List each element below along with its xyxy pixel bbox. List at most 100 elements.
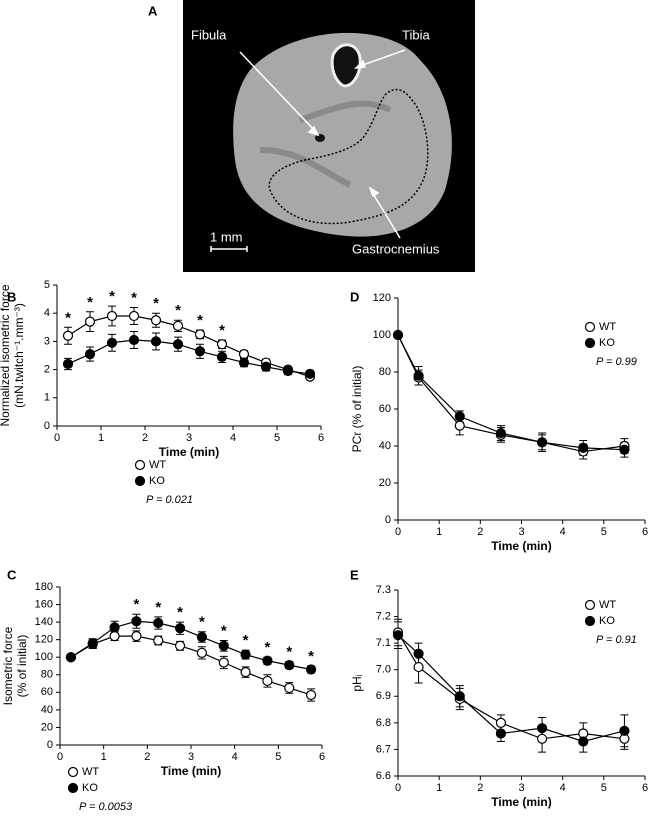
data-point (106, 310, 118, 322)
x-tick-label: 6 (319, 751, 325, 763)
x-tick-label: 0 (395, 526, 401, 538)
data-point (413, 370, 424, 381)
data-point (131, 616, 142, 627)
p-value: P = 0.021 (146, 494, 193, 506)
data-point (262, 655, 273, 666)
data-point (174, 640, 186, 651)
data-point (413, 661, 424, 673)
muscle-texture (259, 100, 392, 188)
arrows (239, 49, 406, 239)
y-tick-label: 2 (44, 364, 50, 376)
data-point (536, 733, 548, 744)
data-point (128, 310, 140, 322)
y-tick-label: 120 (35, 634, 53, 646)
scale-bar-label: 1 mm (210, 229, 243, 244)
y-tick-label: 1 (44, 392, 50, 404)
x-tick-label: 0 (54, 432, 60, 444)
mri-label: Tibia (402, 27, 430, 42)
y-tick-label: 100 (373, 329, 391, 341)
legend-label: WT (599, 321, 616, 333)
panel-label: B (7, 289, 16, 304)
significance-star: * (155, 599, 161, 616)
significance-star: * (221, 623, 227, 640)
data-point (218, 657, 229, 668)
y-tick-label: 80 (379, 366, 391, 378)
legend-label: WT (149, 459, 166, 471)
y-tick-label: 3 (44, 335, 50, 347)
data-point (172, 320, 184, 331)
panel-label: C (7, 567, 17, 582)
significance-star: * (264, 639, 270, 656)
legend-label: WT (82, 766, 99, 778)
series-line (397, 334, 625, 453)
legend-label: WT (599, 599, 616, 611)
data-point (216, 351, 228, 363)
significance-star: * (87, 294, 93, 311)
data-point (305, 689, 317, 701)
data-point (150, 336, 162, 347)
significance-star: * (286, 644, 292, 661)
data-point (218, 640, 229, 651)
y-tick-label: 20 (41, 721, 53, 733)
x-tick-label: 5 (601, 526, 607, 538)
data-point (282, 365, 294, 377)
y-tick-label: 180 (35, 581, 53, 593)
legend-marker (67, 766, 79, 778)
x-tick-label: 3 (518, 782, 524, 794)
y-axis-label: (mN.twitch⁻¹.mm⁻³) (12, 303, 26, 408)
data-point (84, 316, 96, 327)
significance-star: * (131, 290, 137, 307)
chart-panel: D 0 20 40 60 80 100 120 0 1 2 3 4 5 6 Time (min) PCr (% … (350, 289, 648, 553)
data-point (196, 631, 208, 643)
data-point (578, 736, 589, 747)
x-axis-label: Time (min) (491, 795, 551, 809)
data-point (304, 368, 316, 379)
scale-bar (210, 246, 248, 252)
y-axis-label: (% of initial) (15, 635, 29, 698)
y-tick-label: 0 (385, 514, 391, 526)
data-point (454, 411, 465, 422)
y-axis-label: Isometric force (1, 626, 15, 705)
data-point (392, 630, 404, 641)
data-point (84, 348, 96, 360)
y-tick-label: 6.8 (376, 717, 391, 729)
chart-panel: E 6.6 6.7 6.8 6.9 7.0 7.1 7.2 7.3 0 1 2 3 4 5 6 Time (mi… (350, 567, 648, 809)
series-line (70, 620, 312, 671)
y-tick-label: 7.3 (376, 584, 391, 596)
significance-star: * (197, 312, 203, 329)
mri-label: Fibula (191, 27, 227, 42)
significance-star: * (177, 604, 183, 621)
y-tick-label: 120 (373, 292, 391, 304)
data-point (454, 691, 465, 702)
legend-label: KO (599, 615, 615, 627)
data-point (65, 652, 77, 663)
data-point (196, 647, 208, 658)
chart-panel: C 0 20 40 60 80 100 120 140 160 180 0 1 2 3 4 5 6 Time (mi… (1, 567, 325, 812)
y-tick-label: 6.7 (376, 743, 391, 755)
legend-marker (134, 475, 146, 487)
series-line (397, 634, 625, 743)
significance-star: * (109, 288, 115, 305)
x-tick-label: 4 (230, 432, 236, 444)
data-point (495, 717, 507, 728)
legend-marker (584, 337, 596, 349)
x-tick-label: 5 (275, 751, 281, 763)
data-point (109, 631, 120, 642)
data-point (194, 329, 206, 340)
significance-star: * (308, 648, 314, 665)
y-tick-label: 7.2 (376, 610, 391, 622)
x-tick-label: 5 (601, 782, 607, 794)
data-point (106, 337, 118, 348)
data-point (174, 623, 186, 634)
significance-star: * (65, 309, 71, 326)
leg-section (233, 32, 452, 237)
x-tick-label: 6 (642, 526, 648, 538)
series-line (67, 339, 311, 375)
y-tick-label: 80 (41, 669, 53, 681)
data-point (392, 329, 404, 341)
x-tick-label: 2 (477, 526, 483, 538)
x-tick-label: 2 (477, 782, 483, 794)
legend-marker (134, 459, 146, 471)
y-tick-label: 7.1 (376, 637, 391, 649)
y-tick-label: 40 (379, 440, 391, 452)
